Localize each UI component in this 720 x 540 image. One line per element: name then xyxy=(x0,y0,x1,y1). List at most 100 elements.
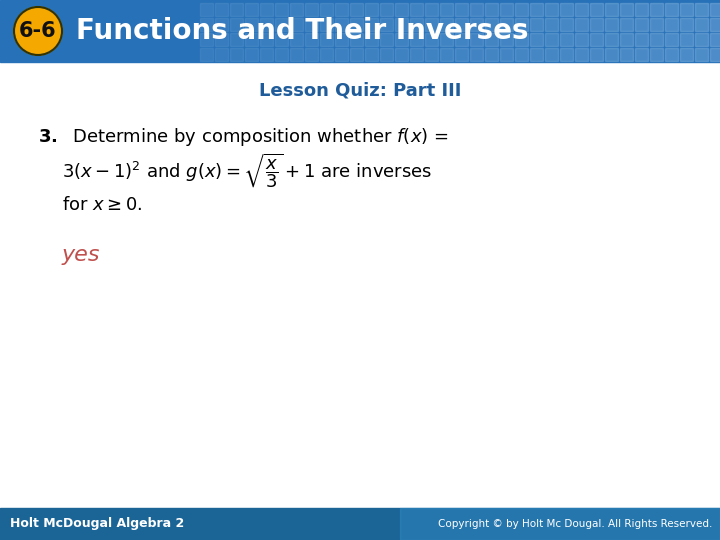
Bar xyxy=(350,18,363,31)
Bar xyxy=(365,18,378,31)
Bar xyxy=(395,3,408,16)
Bar xyxy=(425,18,438,31)
Bar xyxy=(560,33,573,46)
Bar xyxy=(230,33,243,46)
Bar xyxy=(665,3,678,16)
Bar xyxy=(695,18,708,31)
Bar xyxy=(515,33,528,46)
Bar xyxy=(530,33,543,46)
Bar xyxy=(515,48,528,61)
Bar xyxy=(500,33,513,46)
Bar xyxy=(620,18,633,31)
Bar xyxy=(470,48,483,61)
Bar xyxy=(335,3,348,16)
Bar xyxy=(710,3,720,16)
Bar xyxy=(455,3,468,16)
Bar xyxy=(380,3,393,16)
Bar xyxy=(530,48,543,61)
Bar xyxy=(350,3,363,16)
Bar xyxy=(320,48,333,61)
Bar xyxy=(635,33,648,46)
Bar xyxy=(380,33,393,46)
Bar xyxy=(515,18,528,31)
Bar xyxy=(290,33,303,46)
Bar xyxy=(635,3,648,16)
Bar xyxy=(245,33,258,46)
Bar xyxy=(365,48,378,61)
Bar xyxy=(695,48,708,61)
Bar xyxy=(680,3,693,16)
Text: yes: yes xyxy=(62,245,101,265)
Bar xyxy=(365,33,378,46)
Bar xyxy=(605,33,618,46)
Bar xyxy=(200,18,213,31)
Bar xyxy=(515,3,528,16)
Bar xyxy=(305,18,318,31)
Bar xyxy=(275,33,288,46)
Bar xyxy=(275,3,288,16)
Bar xyxy=(335,33,348,46)
Bar xyxy=(545,48,558,61)
Bar xyxy=(620,3,633,16)
Bar xyxy=(665,18,678,31)
Bar xyxy=(590,33,603,46)
Text: Holt McDougal Algebra 2: Holt McDougal Algebra 2 xyxy=(10,517,184,530)
Bar xyxy=(635,18,648,31)
Bar xyxy=(680,48,693,61)
Bar xyxy=(605,18,618,31)
Bar xyxy=(485,18,498,31)
Bar xyxy=(215,18,228,31)
Bar xyxy=(560,3,573,16)
Bar xyxy=(395,48,408,61)
Circle shape xyxy=(14,7,62,55)
Bar xyxy=(260,33,273,46)
Bar xyxy=(400,508,720,540)
Text: for $x \geq 0.$: for $x \geq 0.$ xyxy=(62,196,143,214)
Bar xyxy=(470,3,483,16)
Text: $3(x - 1)^2$ and $g(x) =\sqrt{\dfrac{x}{3}}+1$ are inverses: $3(x - 1)^2$ and $g(x) =\sqrt{\dfrac{x}{… xyxy=(62,152,432,190)
Bar xyxy=(335,48,348,61)
Bar xyxy=(695,33,708,46)
Bar xyxy=(230,48,243,61)
Bar xyxy=(275,48,288,61)
Bar xyxy=(590,48,603,61)
Bar xyxy=(620,48,633,61)
Bar xyxy=(530,18,543,31)
Bar xyxy=(440,48,453,61)
Bar xyxy=(455,18,468,31)
Bar xyxy=(605,48,618,61)
Bar xyxy=(365,3,378,16)
Bar xyxy=(320,3,333,16)
Bar xyxy=(395,33,408,46)
Bar xyxy=(335,18,348,31)
Bar xyxy=(530,3,543,16)
Bar xyxy=(305,33,318,46)
Bar xyxy=(440,3,453,16)
Bar xyxy=(200,33,213,46)
Bar xyxy=(200,48,213,61)
Bar xyxy=(290,18,303,31)
Bar xyxy=(260,48,273,61)
Bar xyxy=(290,3,303,16)
Bar xyxy=(575,3,588,16)
Bar xyxy=(575,18,588,31)
Bar xyxy=(425,33,438,46)
Bar xyxy=(0,508,720,540)
Bar xyxy=(410,18,423,31)
Bar xyxy=(440,33,453,46)
Bar xyxy=(380,18,393,31)
Bar xyxy=(605,3,618,16)
Bar xyxy=(575,48,588,61)
Bar xyxy=(575,33,588,46)
Bar xyxy=(455,48,468,61)
Bar xyxy=(470,18,483,31)
Bar xyxy=(695,3,708,16)
Bar xyxy=(200,3,213,16)
Bar xyxy=(710,33,720,46)
Bar xyxy=(230,3,243,16)
Bar xyxy=(215,3,228,16)
Bar xyxy=(650,33,663,46)
Bar xyxy=(245,18,258,31)
Bar xyxy=(665,48,678,61)
Bar xyxy=(395,18,408,31)
